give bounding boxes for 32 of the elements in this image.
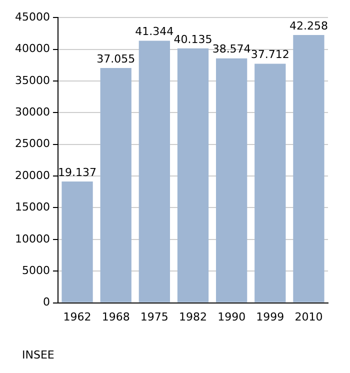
- y-tick-label: 15000: [14, 200, 50, 214]
- data-label: 42.258: [289, 19, 328, 32]
- data-label: 40.135: [174, 32, 212, 46]
- x-tick-label: 1962: [63, 310, 92, 324]
- bar: [293, 34, 324, 302]
- y-tick-label: 35000: [14, 74, 50, 87]
- data-label: 37.712: [250, 48, 290, 62]
- bar: [216, 58, 248, 302]
- x-tick-label: 1968: [102, 310, 130, 324]
- y-tick-label: 5000: [22, 264, 50, 277]
- x-tick-label: 1999: [256, 310, 284, 324]
- x-tick-label: 2010: [294, 310, 323, 324]
- data-label: 41.344: [135, 25, 174, 38]
- x-tick-label: 1982: [178, 310, 207, 324]
- bar: [62, 182, 93, 302]
- y-tick-label: 45000: [14, 10, 50, 24]
- data-label: 19.137: [58, 166, 97, 179]
- y-tick-label: 0: [42, 296, 50, 309]
- bar: [177, 48, 209, 302]
- bar: [138, 40, 170, 302]
- bar: [254, 64, 286, 302]
- data-label: 37.055: [96, 52, 136, 66]
- y-tick-label: 10000: [14, 232, 50, 246]
- y-tick-label: 20000: [14, 168, 50, 182]
- data-label: 38.574: [212, 42, 251, 56]
- text: INSEE: [22, 348, 54, 362]
- x-tick-label: 1975: [140, 310, 168, 324]
- x-tick-label: 1990: [218, 310, 246, 324]
- y-tick-label: 30000: [14, 106, 50, 119]
- bar: [100, 68, 132, 302]
- y-tick-label: 40000: [14, 42, 50, 56]
- y-tick-label: 25000: [14, 137, 50, 150]
